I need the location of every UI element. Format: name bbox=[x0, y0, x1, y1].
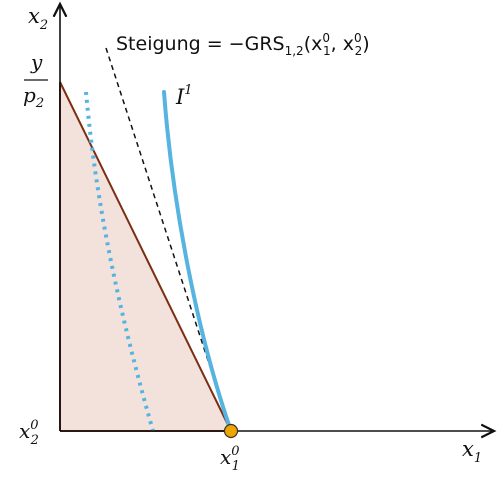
x2-zero-label: x0 2 bbox=[19, 418, 39, 448]
indifference-curve-i1 bbox=[162, 90, 233, 433]
x-axis-label: x1 bbox=[462, 437, 482, 466]
optimum-point bbox=[223, 423, 239, 439]
indifference-curve-label: I1 bbox=[175, 83, 193, 109]
x1-zero-label: x0 1 bbox=[220, 444, 240, 474]
intercept-denominator: p2 bbox=[23, 83, 44, 111]
budget-line bbox=[59, 81, 232, 432]
y-axis-label: x2 bbox=[28, 4, 48, 33]
intercept-numerator: y bbox=[30, 50, 43, 74]
slope-label: Steigung = −GRS1,2(x0 1, x0 2) bbox=[116, 31, 370, 58]
